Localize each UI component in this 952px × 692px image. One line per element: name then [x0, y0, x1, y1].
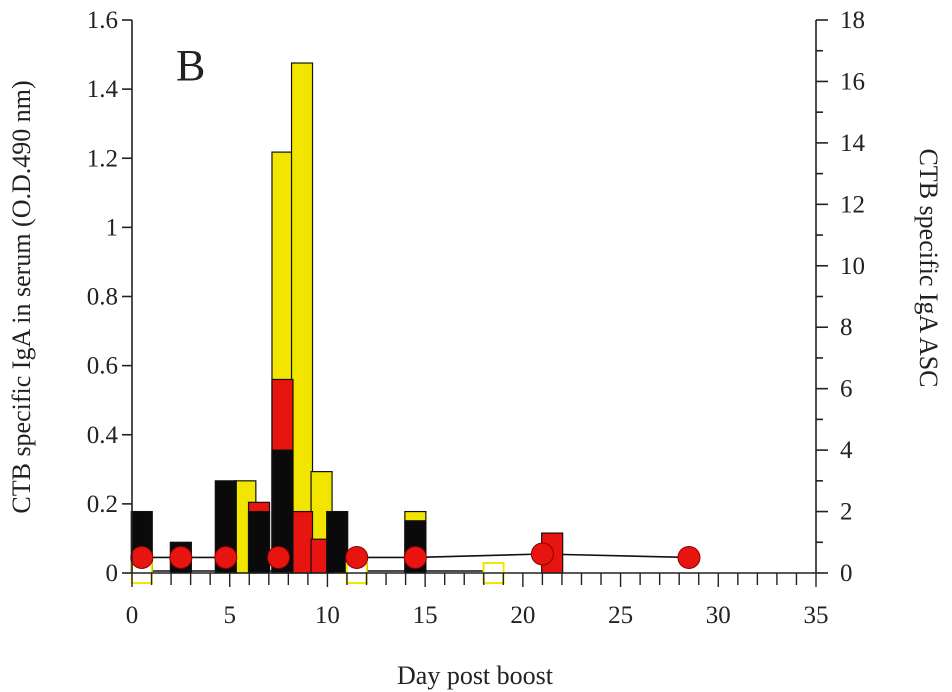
y-right-tick-label: 18 — [840, 7, 865, 34]
x-tick-label: 5 — [223, 602, 236, 629]
red-circle-point — [130, 545, 154, 569]
y-left-tick-label: 1.2 — [87, 145, 118, 172]
x-tick-label: 30 — [706, 602, 731, 629]
y-left-tick-label: 0.8 — [87, 284, 118, 311]
y-left-axis-title: CTB specific IgA in serum (O.D.490 nm) — [7, 80, 36, 513]
y-left-tick-label: 0.2 — [87, 491, 118, 518]
y-right-tick-label: 0 — [840, 560, 853, 587]
x-tick-label: 10 — [315, 602, 340, 629]
red-circle-point — [169, 545, 193, 569]
x-axis-title: Day post boost — [397, 661, 554, 690]
y-right-tick-label: 6 — [840, 376, 853, 403]
y-right-tick-label: 16 — [840, 68, 865, 95]
y-right-axis-title: CTB specific IgA ASC — [914, 148, 943, 387]
y-right-tick-label: 12 — [840, 191, 865, 218]
black-bar — [247, 510, 271, 574]
panel-label: B — [176, 41, 205, 90]
x-tick-label: 15 — [413, 602, 438, 629]
y-left-tick-label: 0 — [106, 560, 119, 587]
y-right-tick-label: 2 — [840, 499, 853, 526]
red-bar — [290, 510, 314, 574]
red-circle-point — [345, 545, 369, 569]
x-tick-label: 25 — [608, 602, 633, 629]
x-tick-label: 0 — [126, 602, 139, 629]
red-circle-point — [214, 545, 238, 569]
red-circle-point — [403, 545, 427, 569]
y-right-tick-label: 14 — [840, 130, 866, 157]
red-circle-point — [530, 542, 554, 566]
red-circle-point — [677, 545, 701, 569]
plot-area — [130, 62, 701, 584]
y-left-tick-label: 1.4 — [87, 76, 119, 103]
x-tick-label: 35 — [804, 602, 829, 629]
y-left-tick-label: 0.6 — [87, 353, 118, 380]
black-bar — [326, 510, 349, 574]
y-right-tick-label: 10 — [840, 253, 865, 280]
y-right-tick-label: 8 — [840, 314, 853, 341]
x-axis: 0 5 10 15 20 25 30 35 — [126, 572, 829, 629]
y-left-axis: 0 0.2 0.4 0.6 0.8 1 1.2 1.4 1.6 — [87, 7, 133, 587]
y-left-tick-label: 1 — [106, 214, 119, 241]
y-left-tick-label: 1.6 — [87, 7, 118, 34]
y-left-tick-label: 0.4 — [87, 422, 119, 449]
yellow-bar — [290, 62, 314, 574]
red-circle-point — [267, 545, 291, 569]
y-right-axis: 0 2 4 6 8 10 12 14 16 18 — [815, 7, 866, 587]
x-tick-label: 20 — [510, 602, 535, 629]
y-right-tick-label: 4 — [840, 437, 853, 464]
